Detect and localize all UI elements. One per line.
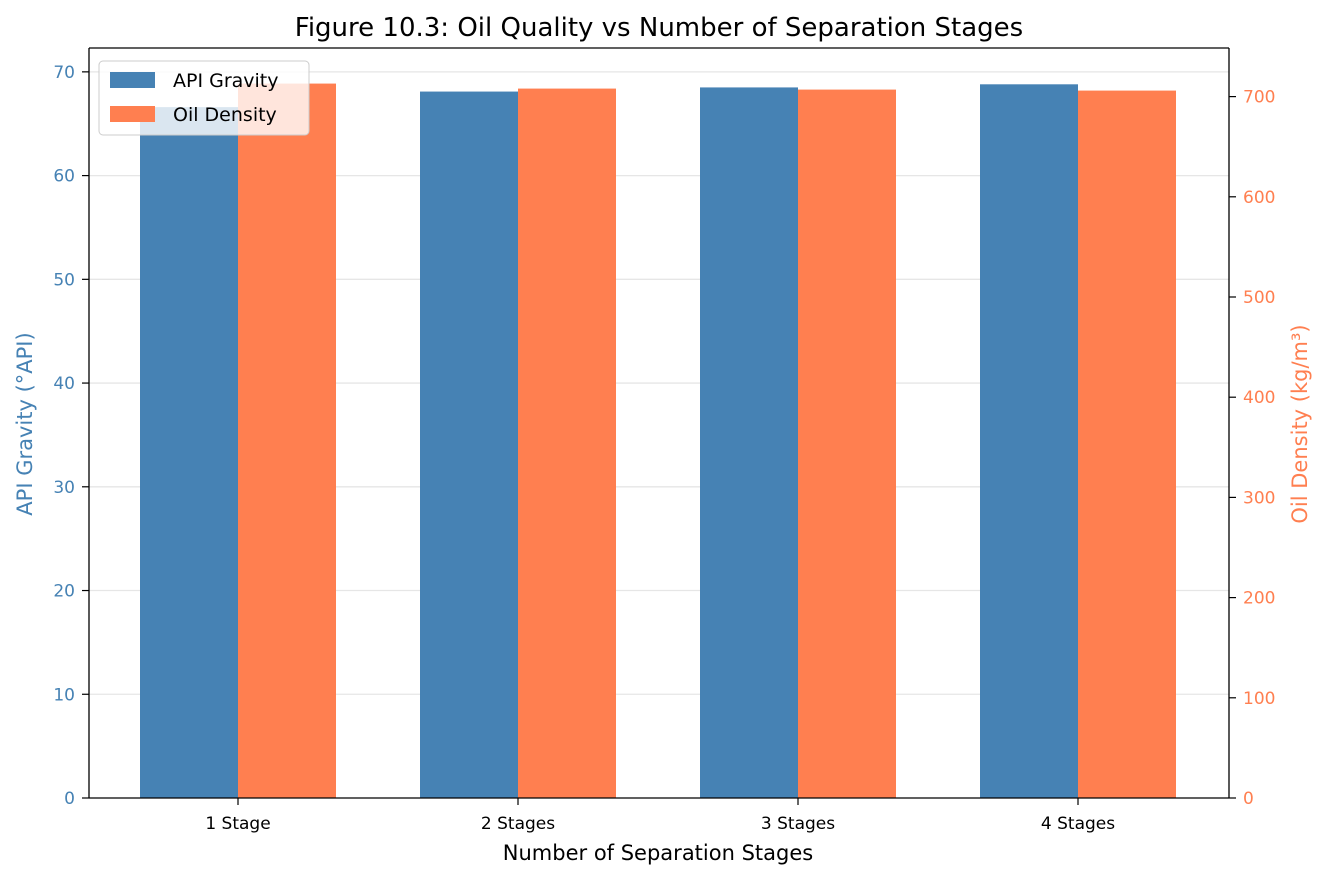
- left-tick-label: 30: [53, 478, 75, 498]
- bar-api-gravity-1: [140, 107, 238, 798]
- right-tick-label: 0: [1243, 789, 1254, 809]
- bar-oil-density-2: [518, 88, 616, 798]
- left-tick-label: 70: [53, 63, 75, 83]
- legend-swatch-api-gravity: [110, 72, 155, 88]
- left-tick-label: 10: [53, 685, 75, 705]
- x-tick-label: 2 Stages: [481, 814, 555, 834]
- left-tick-label: 60: [53, 167, 75, 187]
- right-tick-label: 100: [1243, 689, 1275, 709]
- right-tick-label: 300: [1243, 488, 1275, 508]
- right-tick-label: 200: [1243, 589, 1275, 609]
- bar-oil-density-1: [238, 83, 336, 798]
- x-axis-label: Number of Separation Stages: [503, 841, 813, 865]
- y-axis-label-right: Oil Density (kg/m³): [1288, 324, 1312, 523]
- x-tick-label: 4 Stages: [1041, 814, 1115, 834]
- left-tick-label: 0: [64, 789, 75, 809]
- bar-oil-density-4: [1078, 90, 1176, 799]
- left-tick-label: 50: [53, 270, 75, 290]
- bar-api-gravity-2: [420, 91, 518, 798]
- bars: [140, 83, 1176, 799]
- left-axis-ticks: 0 10 20 30 40 50 60 70: [53, 63, 89, 809]
- left-tick-label: 20: [53, 582, 75, 602]
- chart-title: Figure 10.3: Oil Quality vs Number of Se…: [295, 13, 1023, 43]
- bar-oil-density-3: [798, 89, 896, 798]
- legend-swatch-oil-density: [110, 106, 155, 122]
- left-tick-label: 40: [53, 374, 75, 394]
- legend-label-api-gravity: API Gravity: [173, 70, 279, 92]
- right-tick-label: 400: [1243, 388, 1275, 408]
- x-tick-label: 1 Stage: [205, 814, 270, 834]
- right-tick-label: 700: [1243, 88, 1275, 108]
- y-axis-label-left: API Gravity (°API): [13, 332, 37, 515]
- bar-api-gravity-4: [980, 84, 1078, 798]
- right-axis-ticks: 0 100 200 300 400 500 600 700: [1229, 88, 1275, 809]
- x-axis-ticks: 1 Stage 2 Stages 3 Stages 4 Stages: [205, 798, 1115, 834]
- x-tick-label: 3 Stages: [761, 814, 835, 834]
- legend-label-oil-density: Oil Density: [173, 104, 277, 126]
- axes: [88, 47, 1230, 799]
- bar-api-gravity-3: [700, 87, 798, 799]
- legend: API Gravity Oil Density: [98, 60, 310, 136]
- right-tick-label: 500: [1243, 288, 1275, 308]
- right-tick-label: 600: [1243, 188, 1275, 208]
